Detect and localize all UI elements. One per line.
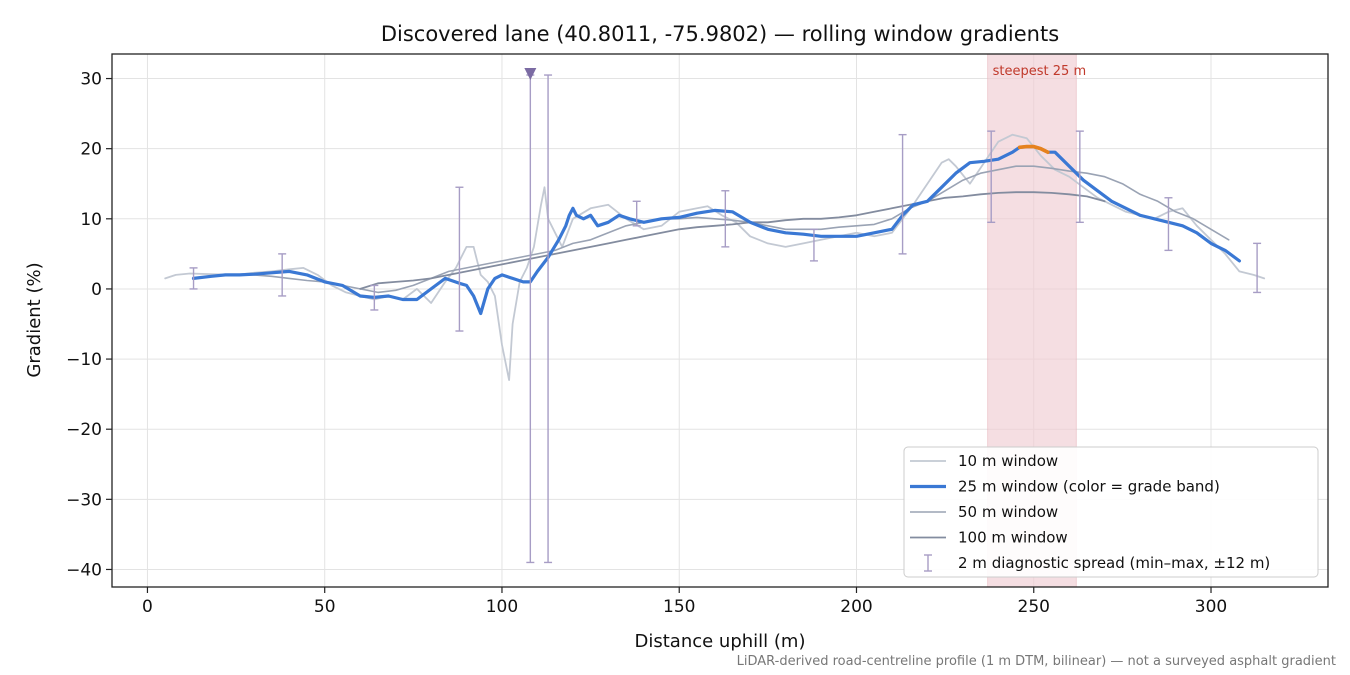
series-line-4 — [359, 191, 1106, 290]
series-lines — [164, 133, 1266, 382]
x-tick-label: 50 — [314, 597, 336, 617]
y-axis-ticks: 30 20 10 0 −10 −20 −30 −40 — [66, 70, 112, 580]
x-tick-label: 200 — [840, 597, 872, 617]
y-tick-label: −40 — [66, 560, 102, 580]
steepest-segment — [1017, 144, 1050, 154]
y-tick-label: −20 — [66, 420, 102, 440]
legend-label: 10 m window — [958, 452, 1058, 470]
x-tick-label: 0 — [142, 597, 153, 617]
y-tick-label: 0 — [91, 280, 102, 300]
legend-label: 100 m window — [958, 529, 1068, 547]
legend-label: 50 m window — [958, 503, 1058, 521]
x-axis-label: Distance uphill (m) — [635, 631, 806, 652]
y-tick-label: −10 — [66, 350, 102, 370]
legend: 10 m window 25 m window (color = grade ba… — [903, 446, 1319, 578]
y-tick-label: −30 — [66, 490, 102, 510]
steepest-label: steepest 25 m — [993, 64, 1086, 79]
legend-box — [903, 446, 1319, 578]
series-line-1 — [164, 133, 1266, 382]
x-tick-label: 300 — [1195, 597, 1227, 617]
y-axis-label: Gradient (%) — [24, 262, 45, 377]
chart-title: Discovered lane (40.8011, -75.9802) — ro… — [381, 22, 1059, 46]
x-tick-label: 250 — [1018, 597, 1050, 617]
peak-marker — [524, 68, 537, 81]
x-tick-label: 100 — [486, 597, 518, 617]
series-line-2 — [191, 145, 1242, 316]
plot-frame — [111, 53, 1329, 588]
y-tick-label: 20 — [80, 140, 102, 160]
y-tick-label: 10 — [80, 210, 102, 230]
legend-label: 2 m diagnostic spread (min–max, ±12 m) — [958, 554, 1270, 572]
error-bars — [189, 68, 1262, 564]
x-tick-label: 150 — [663, 597, 695, 617]
legend-label: 25 m window (color = grade band) — [958, 478, 1220, 496]
series-line-3 — [192, 165, 1230, 294]
y-tick-label: 30 — [80, 70, 102, 90]
footnote: LiDAR-derived road-centreline profile (1… — [737, 654, 1336, 669]
x-axis-ticks: 0 50 100 150 200 250 300 — [142, 587, 1227, 617]
